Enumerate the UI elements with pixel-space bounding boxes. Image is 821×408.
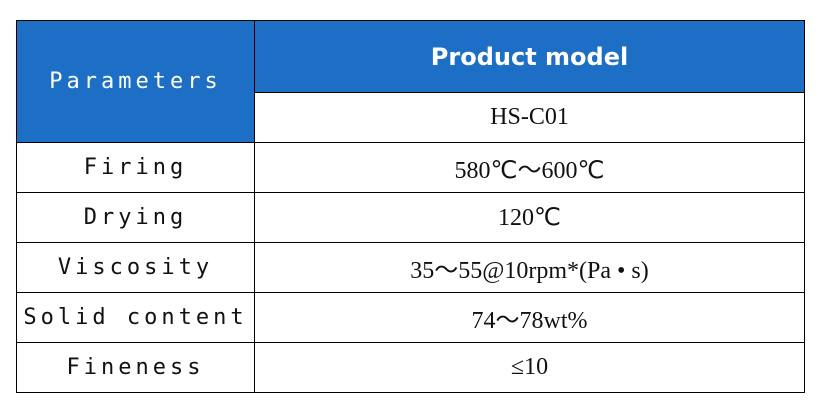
row-value: 580℃～600℃ — [254, 142, 805, 193]
header-product-model: Product model — [254, 20, 805, 93]
row-value: 74～78wt% — [254, 292, 805, 343]
row-label: Fineness — [16, 342, 255, 393]
row-label: Drying — [16, 192, 255, 243]
row-value: 35～55@10rpm*(Pa • s) — [254, 242, 805, 293]
header-parameters: Parameters — [16, 20, 255, 143]
row-value: ≤10 — [254, 342, 805, 393]
row-value: 120℃ — [254, 192, 805, 243]
row-label: Firing — [16, 142, 255, 193]
row-label: Solid content — [16, 292, 255, 343]
header-model: HS-C01 — [254, 92, 805, 143]
row-label: Viscosity — [16, 242, 255, 293]
